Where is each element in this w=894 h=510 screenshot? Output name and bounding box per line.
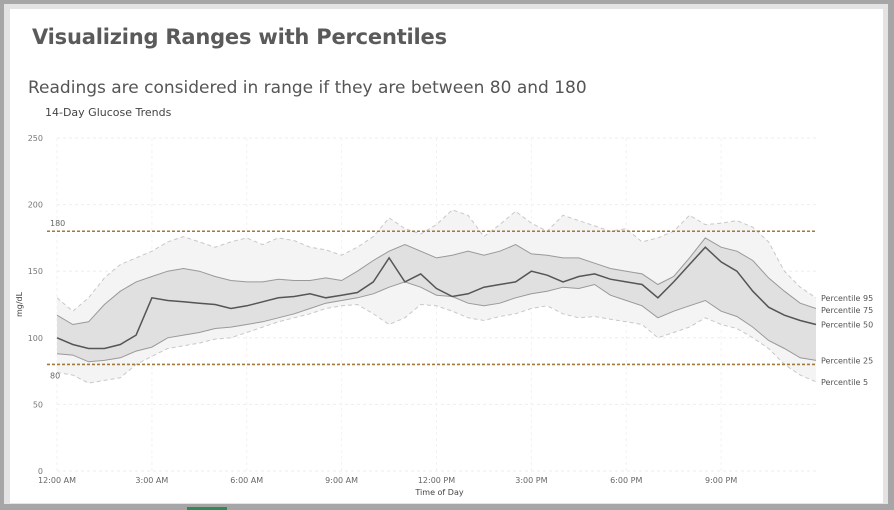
y-axis-title: mg/dL <box>15 291 24 317</box>
series-label: Percentile 95 <box>821 294 873 303</box>
page-subtitle: Readings are considered in range if they… <box>28 78 587 98</box>
line-percentile-50 <box>56 246 817 350</box>
x-tick-label: 6:00 PM <box>610 476 642 485</box>
x-tick-label: 9:00 AM <box>325 476 358 485</box>
y-tick-label: 250 <box>28 134 43 143</box>
series-label: Percentile 50 <box>821 320 873 329</box>
series-label: Percentile 75 <box>821 306 873 315</box>
percentile-lines <box>56 209 817 384</box>
line-percentile-75 <box>56 237 817 326</box>
reference-lines: 180 80 <box>47 219 816 380</box>
y-tick-label: 200 <box>28 201 43 210</box>
chart-title: 14-Day Glucose Trends <box>45 106 172 119</box>
band-25-75 <box>57 237 816 362</box>
series-label: Percentile 25 <box>821 356 873 365</box>
x-tick-label: 12:00 PM <box>418 476 455 485</box>
reference-label-80: 80 <box>50 371 60 380</box>
y-tick-label: 150 <box>28 267 43 276</box>
line-percentile-5 <box>56 303 817 384</box>
y-tick-label: 0 <box>38 467 43 476</box>
axes: 0 50 100 150 200 250 12:00 AM 3:00 AM 6:00 AM 9:0… <box>15 134 737 497</box>
grid-lines <box>56 137 816 472</box>
x-tick-label: 6:00 AM <box>230 476 263 485</box>
series-labels: Percentile 95 Percentile 75 Percentile 50 P… <box>821 294 873 387</box>
percentile-bands <box>57 209 816 384</box>
y-tick-label: 50 <box>33 400 43 409</box>
x-tick-label: 9:00 PM <box>705 476 737 485</box>
reference-label-180: 180 <box>50 219 65 228</box>
line-percentile-25 <box>56 281 817 363</box>
x-tick-label: 3:00 AM <box>135 476 168 485</box>
x-tick-label: 12:00 AM <box>38 476 76 485</box>
band-5-95 <box>57 209 816 384</box>
series-label: Percentile 5 <box>821 378 868 387</box>
line-percentile-95 <box>56 209 817 312</box>
x-axis-title: Time of Day <box>414 488 463 497</box>
x-tick-label: 3:00 PM <box>515 476 547 485</box>
page-title: Visualizing Ranges with Percentiles <box>32 25 447 49</box>
page-tab-indicator <box>187 507 227 510</box>
y-tick-label: 100 <box>28 334 43 343</box>
